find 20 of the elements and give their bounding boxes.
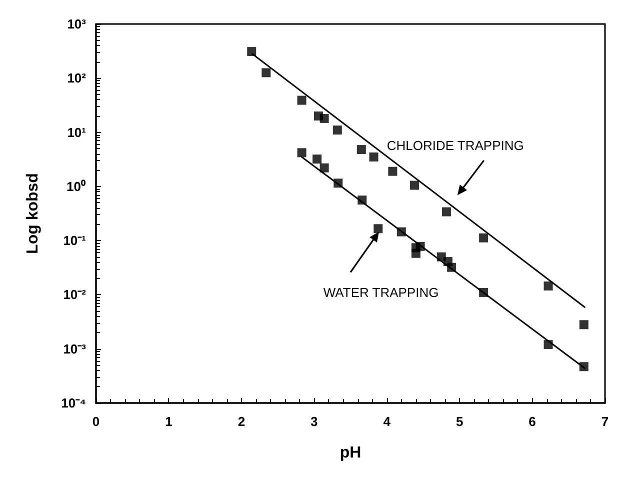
x-tick-label: 6 xyxy=(528,414,536,429)
y-axis-title: Log kobsd xyxy=(24,173,42,254)
y-tick-label: 10⁰ xyxy=(66,178,86,194)
x-tick-label: 3 xyxy=(310,414,318,429)
y-tick-label: 10⁻¹ xyxy=(63,233,86,248)
annotation: WATER TRAPPING xyxy=(323,284,439,300)
y-tick-label: 10⁻⁴ xyxy=(61,396,86,410)
x-tick-label: 4 xyxy=(383,414,392,429)
x-tick-label: 2 xyxy=(238,414,246,429)
annotation: CHLORIDE TRAPPING xyxy=(386,138,524,153)
x-tick-label: 5 xyxy=(456,414,464,429)
y-tick-label: 10¹ xyxy=(67,124,86,140)
x-tick-label: 1 xyxy=(165,414,172,429)
y-tick-label: 10³ xyxy=(67,16,87,32)
y-tick-label: 10² xyxy=(67,70,87,86)
x-tick-label: 0 xyxy=(92,414,100,429)
x-tick-label: 7 xyxy=(601,414,609,429)
x-axis-title: pH xyxy=(340,444,362,462)
y-tick-label: 10⁻² xyxy=(63,287,87,302)
y-tick-label: 10⁻³ xyxy=(63,341,87,356)
